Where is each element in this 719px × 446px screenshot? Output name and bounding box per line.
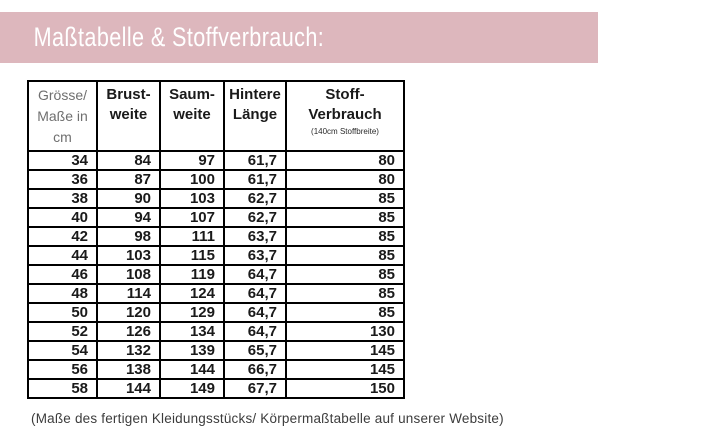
table-cell: 63,7 [223,245,287,266]
table-cell: 144 [159,359,225,380]
table-cell: 54 [27,340,98,361]
table-cell: 85 [285,283,405,304]
table-row: 48 114 124 64,7 85 [27,283,405,304]
table-row: 50 120 129 64,7 85 [27,302,405,323]
table-cell: 103 [159,188,225,209]
title-bar: Maßtabelle & Stoffverbrauch: [0,12,598,63]
footer-note: (Maße des fertigen Kleidungsstücks/ Körp… [31,411,504,426]
table-cell: 85 [285,264,405,285]
table-cell: 145 [285,359,405,380]
table-cell: 80 [285,150,405,171]
table-row: 34 84 97 61,7 80 [27,150,405,171]
table-cell: 120 [96,302,161,323]
table-cell: 139 [159,340,225,361]
table-cell: 48 [27,283,98,304]
table-cell: 64,7 [223,264,287,285]
table-row: 42 98 111 63,7 85 [27,226,405,247]
table-row: 56 138 144 66,7 145 [27,359,405,380]
table-cell: 103 [96,245,161,266]
table-body: 34 84 97 61,7 80 36 87 100 61,7 80 38 90 103 62,7 85 40… [27,150,405,399]
table-cell: 44 [27,245,98,266]
table-cell: 100 [159,169,225,190]
table-cell: 115 [159,245,225,266]
table-cell: 107 [159,207,225,228]
table-cell: 97 [159,150,225,171]
table-cell: 58 [27,378,98,399]
table-cell: 62,7 [223,207,287,228]
table-cell: 66,7 [223,359,287,380]
table-row: 54 132 139 65,7 145 [27,340,405,361]
column-header-stoffverbrauch: Stoff-Verbrauch (140cm Stoffbreite) [285,80,405,152]
table-cell: 64,7 [223,321,287,342]
table-cell: 46 [27,264,98,285]
table-cell: 144 [96,378,161,399]
table-cell: 108 [96,264,161,285]
table-cell: 90 [96,188,161,209]
table-cell: 87 [96,169,161,190]
table-cell: 50 [27,302,98,323]
table-cell: 119 [159,264,225,285]
table-cell: 124 [159,283,225,304]
table-cell: 114 [96,283,161,304]
table-cell: 98 [96,226,161,247]
column-header-hintere-laenge: Hintere Länge [223,80,287,152]
table-cell: 56 [27,359,98,380]
table-cell: 65,7 [223,340,287,361]
table-row: 38 90 103 62,7 85 [27,188,405,209]
table-header-row: Grösse/ Maße in cm Brust- weite Saum- we… [27,80,405,152]
table-cell: 85 [285,302,405,323]
table-cell: 85 [285,207,405,228]
table-cell: 134 [159,321,225,342]
table-row: 52 126 134 64,7 130 [27,321,405,342]
table-cell: 85 [285,188,405,209]
table-cell: 149 [159,378,225,399]
table-cell: 52 [27,321,98,342]
table-row: 36 87 100 61,7 80 [27,169,405,190]
page-title: Maßtabelle & Stoffverbrauch: [33,22,325,52]
table-cell: 64,7 [223,283,287,304]
table-cell: 80 [285,169,405,190]
table-cell: 36 [27,169,98,190]
table-cell: 138 [96,359,161,380]
table-cell: 111 [159,226,225,247]
table-cell: 34 [27,150,98,171]
column-header-saumweite: Saum- weite [159,80,225,152]
table-cell: 85 [285,245,405,266]
table-cell: 38 [27,188,98,209]
table-cell: 63,7 [223,226,287,247]
table-cell: 42 [27,226,98,247]
table-cell: 40 [27,207,98,228]
table-cell: 64,7 [223,302,287,323]
table-cell: 61,7 [223,169,287,190]
table-cell: 145 [285,340,405,361]
column-header-size: Grösse/ Maße in cm [27,80,98,152]
table-row: 58 144 149 67,7 150 [27,378,405,399]
table-cell: 94 [96,207,161,228]
table-cell: 85 [285,226,405,247]
measurement-table: Grösse/ Maße in cm Brust- weite Saum- we… [27,80,405,399]
table-cell: 126 [96,321,161,342]
table-cell: 62,7 [223,188,287,209]
table-cell: 67,7 [223,378,287,399]
column-header-stoffbreite-note: (140cm Stoffbreite) [311,126,379,136]
table-row: 46 108 119 64,7 85 [27,264,405,285]
table-row: 40 94 107 62,7 85 [27,207,405,228]
table-cell: 130 [285,321,405,342]
column-header-stoffverbrauch-label: Stoff-Verbrauch [308,86,382,124]
table-cell: 132 [96,340,161,361]
column-header-brustweite: Brust- weite [96,80,161,152]
table-cell: 129 [159,302,225,323]
table-cell: 61,7 [223,150,287,171]
table-cell: 84 [96,150,161,171]
table-cell: 150 [285,378,405,399]
table-row: 44 103 115 63,7 85 [27,245,405,266]
